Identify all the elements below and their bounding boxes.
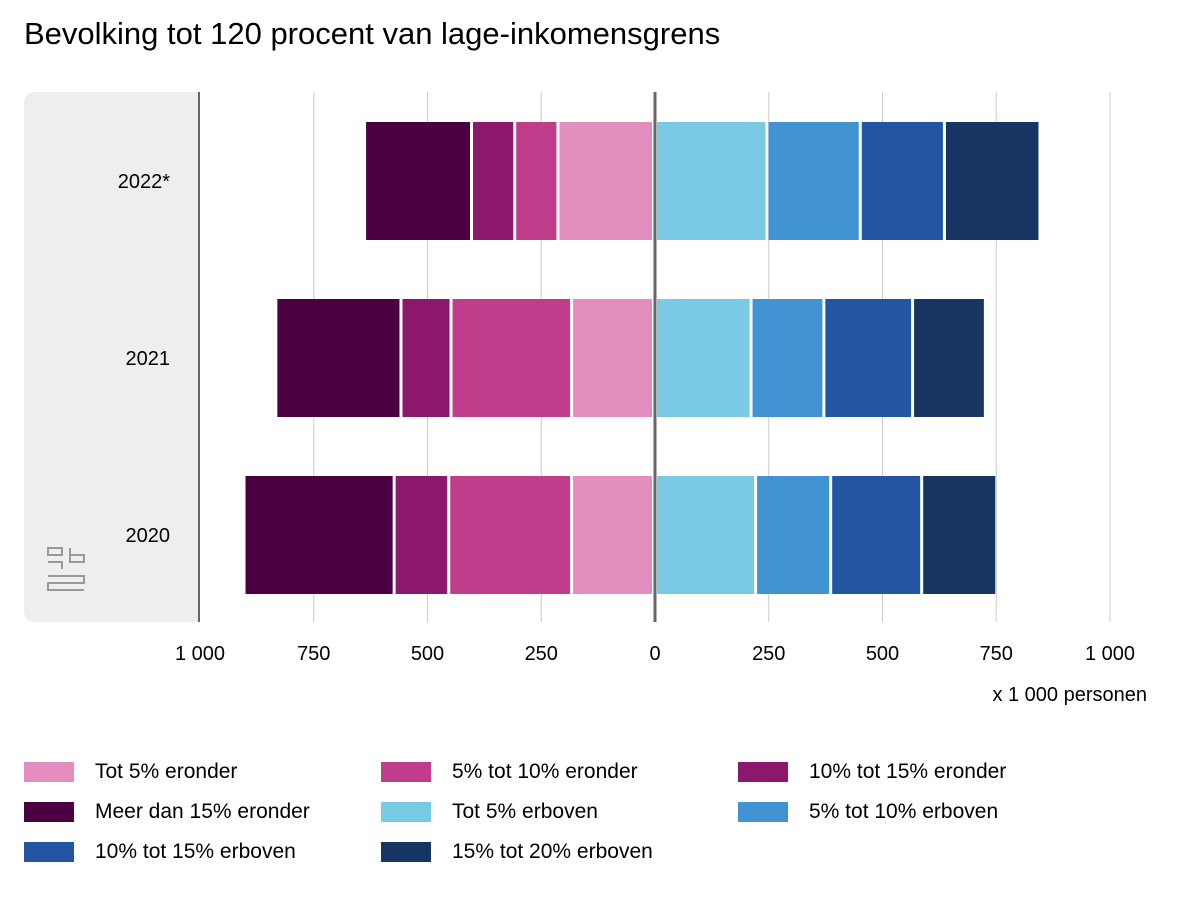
- bar-segment: [573, 476, 652, 594]
- bar-segment: [861, 122, 943, 240]
- bar-segment: [757, 476, 830, 594]
- legend-label: 10% tot 15% eronder: [809, 760, 1007, 783]
- legend-item: Tot 5% erboven: [381, 800, 598, 824]
- bar-segment: [245, 476, 393, 594]
- bar-segment: [402, 299, 450, 417]
- bar-segment: [366, 122, 470, 240]
- tick-label: 250: [525, 643, 558, 665]
- tick-label: 500: [411, 643, 444, 665]
- category-labels: 2022* 2021 2020: [118, 171, 170, 547]
- legend-label: 10% tot 15% erboven: [95, 840, 296, 863]
- legend-swatch: [24, 802, 74, 822]
- bars: [245, 122, 1039, 594]
- bar-segment: [473, 122, 514, 240]
- legend-swatch: [738, 762, 788, 782]
- bar-segment: [277, 299, 400, 417]
- bar-segment: [516, 122, 557, 240]
- legend-item: 10% tot 15% erboven: [24, 840, 296, 864]
- tick-labels: 1 000 750 500 250 0 250 500 750 1 000: [175, 643, 1135, 665]
- legend-label: Tot 5% eronder: [95, 760, 238, 783]
- legend-item: 15% tot 20% erboven: [381, 840, 653, 864]
- legend-label: Tot 5% erboven: [452, 800, 598, 823]
- tick-label: 1 000: [1085, 643, 1135, 665]
- bar-segment: [657, 299, 750, 417]
- tick-label: 0: [649, 643, 660, 665]
- chart-title: Bevolking tot 120 procent van lage-inkom…: [24, 16, 721, 51]
- bar-segment: [768, 122, 859, 240]
- bar-segment: [450, 476, 571, 594]
- legend-item: 5% tot 10% eronder: [381, 760, 638, 784]
- bar-segment: [923, 476, 996, 594]
- legend-swatch: [24, 762, 74, 782]
- legend-swatch: [381, 842, 431, 862]
- legend-item: Meer dan 15% eronder: [24, 800, 310, 824]
- bar-segment: [559, 122, 652, 240]
- category-label: 2022*: [118, 171, 170, 193]
- tick-label: 750: [980, 643, 1013, 665]
- tick-label: 1 000: [175, 643, 225, 665]
- legend-label: Meer dan 15% eronder: [95, 800, 310, 823]
- bar-segment: [752, 299, 823, 417]
- bar-segment: [452, 299, 571, 417]
- plot-background: [24, 92, 199, 622]
- legend-swatch: [738, 802, 788, 822]
- legend-label: 5% tot 10% eronder: [452, 760, 638, 783]
- bar-segment: [395, 476, 448, 594]
- category-label: 2021: [126, 348, 171, 370]
- legend-label: 5% tot 10% erboven: [809, 800, 999, 823]
- legend-item: 10% tot 15% eronder: [738, 760, 1006, 784]
- legend-swatch: [381, 762, 431, 782]
- category-label: 2020: [126, 525, 171, 547]
- tick-label: 500: [866, 643, 899, 665]
- legend-item: 5% tot 10% erboven: [738, 800, 998, 824]
- tick-label: 750: [297, 643, 330, 665]
- bar-segment: [573, 299, 652, 417]
- bar-segment: [657, 476, 755, 594]
- bar-segment: [832, 476, 921, 594]
- x-axis-label: x 1 000 personen: [992, 684, 1147, 706]
- cbs-logo-icon: [47, 547, 85, 591]
- bar-segment: [657, 122, 766, 240]
- legend-swatch: [381, 802, 431, 822]
- tick-label: 250: [752, 643, 785, 665]
- bar-segment: [825, 299, 912, 417]
- legend-item: Tot 5% eronder: [24, 760, 237, 784]
- bar-segment: [914, 299, 984, 417]
- bar-segment: [945, 122, 1039, 240]
- legend-label: 15% tot 20% erboven: [452, 840, 653, 863]
- legend-swatch: [24, 842, 74, 862]
